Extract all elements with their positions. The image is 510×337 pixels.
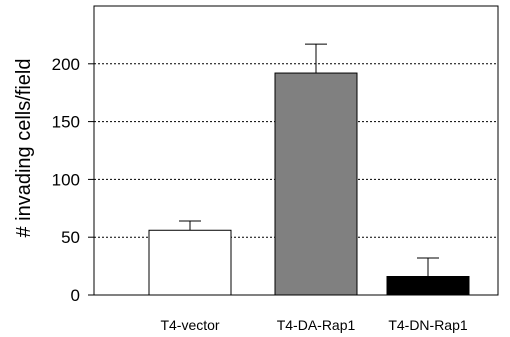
y-tick-label: 150 bbox=[52, 113, 80, 132]
error-bars bbox=[179, 43, 439, 277]
y-tick-label: 50 bbox=[61, 228, 80, 247]
bars bbox=[148, 72, 470, 296]
bar-t4-dn-rap1 bbox=[386, 276, 470, 296]
bar-t4-da-rap1 bbox=[274, 72, 358, 296]
y-tick-label: 0 bbox=[71, 286, 80, 305]
x-category-label: T4-DA-Rap1 bbox=[277, 317, 356, 333]
plot-frame bbox=[93, 5, 499, 296]
x-axis-labels: T4-vector T4-DA-Rap1 T4-DN-Rap1 bbox=[160, 317, 467, 333]
x-category-label: T4-DN-Rap1 bbox=[388, 317, 468, 333]
bar-t4-vector bbox=[148, 229, 232, 296]
y-tick-label: 200 bbox=[52, 55, 80, 74]
y-axis-ticks: 0 50 100 150 200 bbox=[52, 55, 94, 305]
y-axis-title: # invading cells/field bbox=[13, 59, 35, 238]
x-category-label: T4-vector bbox=[160, 317, 219, 333]
y-tick-label: 100 bbox=[52, 170, 80, 189]
